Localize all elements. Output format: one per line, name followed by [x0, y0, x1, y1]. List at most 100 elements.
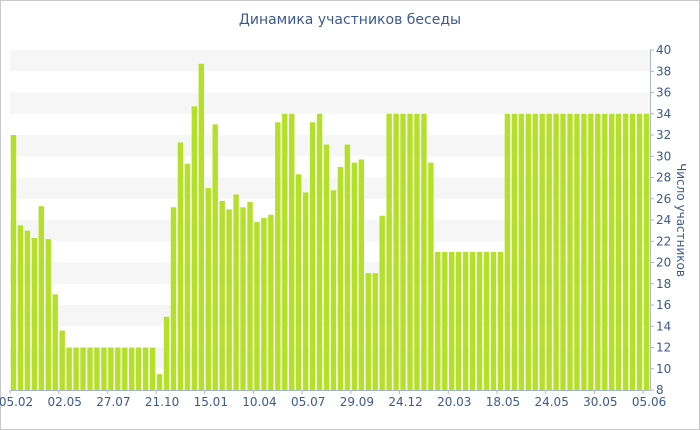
bar [483, 251, 490, 391]
bar [289, 113, 295, 390]
bar [643, 113, 650, 390]
y-tick-label: 30 [656, 149, 671, 163]
bar [240, 207, 246, 390]
bar [400, 113, 406, 390]
bar [129, 347, 135, 390]
bar [59, 330, 65, 390]
bar [622, 113, 629, 390]
y-tick-label: 8 [656, 383, 664, 397]
y-tick-label: 18 [656, 277, 671, 291]
bar [567, 113, 573, 390]
x-tick-label: 05.07 [291, 395, 325, 409]
y-tick-label: 20 [656, 256, 671, 270]
grid-bands [10, 50, 650, 369]
bar [261, 217, 267, 391]
x-tick-labels: 05.02 02.05 27.07 21.10 15.01 10.04 05.07 29.09… [0, 390, 666, 409]
bar [629, 113, 636, 390]
bar [163, 316, 170, 390]
bar [268, 214, 274, 390]
bar [435, 251, 441, 391]
bar [330, 190, 337, 390]
bar [219, 200, 225, 391]
bar [602, 113, 608, 390]
bar [393, 113, 399, 390]
bar [66, 347, 72, 390]
bar [254, 222, 260, 391]
bar [379, 215, 385, 390]
x-tick-label: 05.02 [0, 395, 33, 409]
bar [295, 174, 302, 390]
bar [421, 113, 427, 390]
bar [344, 144, 351, 390]
bar [212, 124, 218, 391]
bar [191, 106, 198, 390]
bar [386, 113, 392, 390]
grid-band [10, 347, 650, 369]
bar [615, 113, 622, 390]
bar [38, 206, 45, 390]
bar [358, 159, 365, 390]
x-tick-label: 24.05 [534, 395, 568, 409]
grid-band [10, 220, 650, 242]
y-tick-label: 12 [656, 341, 671, 355]
bar [365, 273, 371, 391]
bar [560, 113, 566, 390]
y-tick-label: 28 [656, 171, 671, 185]
bar [351, 162, 358, 390]
bar [407, 113, 413, 390]
bar [323, 144, 330, 390]
x-tick-label: 29.09 [340, 395, 374, 409]
bar [302, 192, 309, 390]
bar [546, 113, 552, 390]
bar [476, 251, 483, 391]
bar [45, 239, 51, 391]
bar [511, 113, 518, 390]
bar [198, 63, 205, 391]
bar [449, 251, 455, 391]
bar [581, 113, 587, 390]
x-tick-label: 05.06 [632, 395, 666, 409]
bar [135, 347, 142, 390]
bar [490, 251, 497, 391]
bar [205, 188, 211, 391]
bar [539, 113, 545, 390]
x-tick-label: 21.10 [145, 395, 179, 409]
bar [24, 230, 31, 391]
x-tick-label: 24.12 [388, 395, 422, 409]
y-tick-label: 22 [656, 234, 671, 248]
bar [73, 347, 79, 390]
bar [115, 347, 121, 390]
y-axis-label: Число участников [674, 163, 688, 277]
bar [275, 122, 281, 390]
y-tick-label: 40 [656, 43, 671, 57]
bar [588, 113, 594, 390]
bar [504, 113, 511, 390]
grid-band [10, 262, 650, 284]
bar [414, 113, 420, 390]
bar [462, 251, 469, 391]
bar [94, 347, 100, 390]
bar [497, 251, 504, 391]
grid-band [10, 177, 650, 199]
bar [122, 347, 128, 390]
bar [553, 113, 559, 390]
y-tick-label: 36 [656, 86, 671, 100]
bar [595, 113, 601, 390]
x-tick-label: 18.05 [486, 395, 520, 409]
bar [316, 113, 323, 390]
bar [469, 251, 476, 391]
x-tick-label: 15.01 [194, 395, 228, 409]
x-tick-label: 02.05 [48, 395, 82, 409]
x-tick-label: 30.05 [583, 395, 617, 409]
bar [170, 207, 177, 390]
chart-title: Динамика участников беседы [238, 12, 462, 28]
bar [101, 347, 107, 390]
bar [372, 273, 378, 391]
bars [10, 63, 650, 391]
y-tick-label: 26 [656, 192, 671, 206]
y-tick-label: 16 [656, 298, 671, 312]
bar [156, 374, 163, 390]
bar [282, 113, 288, 390]
y-tick-label: 14 [656, 319, 671, 333]
